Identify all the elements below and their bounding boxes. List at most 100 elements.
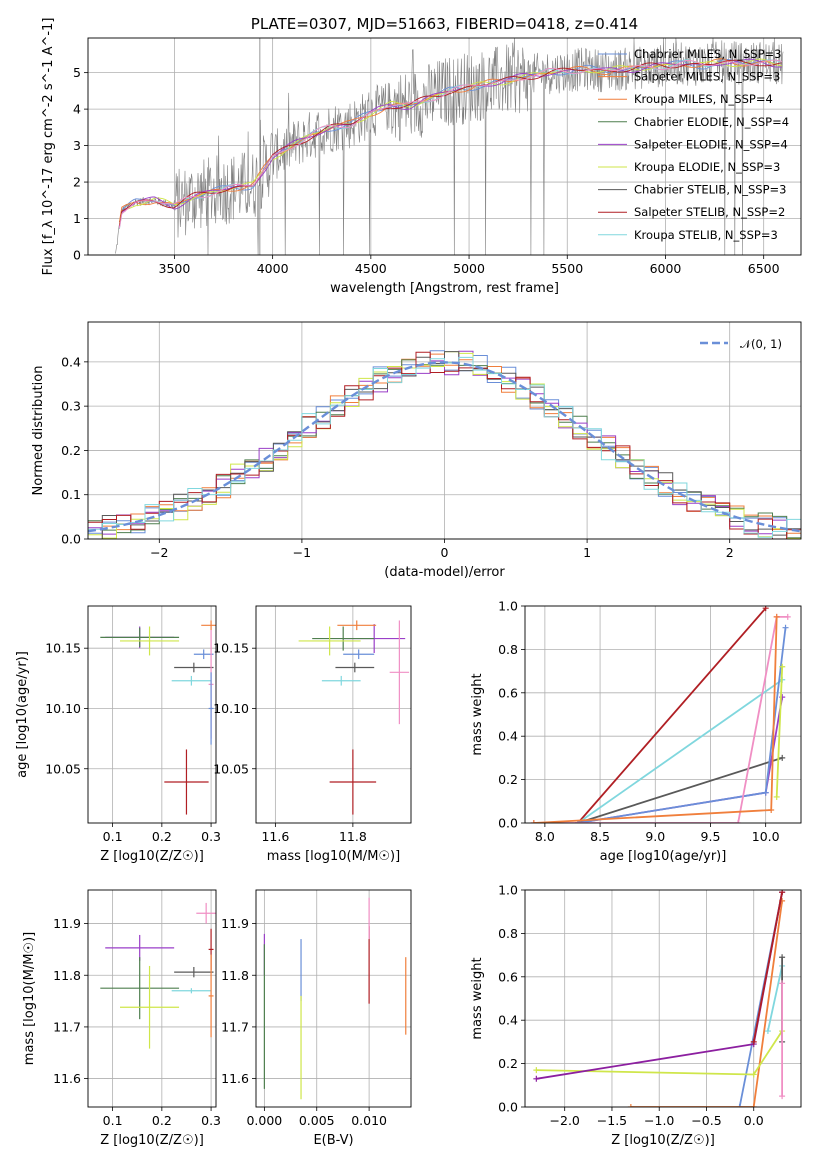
x-tick-label: 5500 [551, 261, 583, 276]
x-tick-label: 0.3 [201, 829, 221, 844]
y-axis-label: Flux [f_λ 10^-17 erg cm^-2 s^-1 A^-1] [41, 18, 56, 276]
weight-marker [779, 663, 786, 670]
x-axis-label: wavelength [Angstrom, rest frame] [330, 281, 559, 296]
weight-marker [750, 1038, 757, 1045]
x-axis-label: mass [log10(M/M☉)] [267, 849, 400, 864]
x-tick-label: 0.005 [299, 1113, 335, 1128]
x-tick-label: 2 [726, 545, 734, 560]
y-tick-label: 11.9 [221, 916, 249, 931]
plot-area [100, 620, 216, 815]
x-tick-label: 0.000 [246, 1113, 282, 1128]
weight-marker [779, 980, 786, 987]
y-tick-label: 0.1 [61, 487, 81, 502]
x-tick-label: 11.8 [339, 829, 367, 844]
x-tick-label: 0.2 [152, 829, 172, 844]
y-tick-label: 11.6 [53, 1071, 81, 1086]
weight-marker [533, 1075, 540, 1082]
legend: Chabrier MILES, N_SSP=3 Salpeter MILES, N… [598, 47, 789, 242]
grid [88, 890, 216, 1107]
x-tick-label: 0.1 [103, 829, 123, 844]
panel-weight_vs_age: 8.0 8.5 9.0 9.5 10.0 0.0 0.2 0.4 0.6 0.8 1.0 age [l… [470, 599, 802, 864]
axes-frame [524, 889, 802, 1108]
legend-label: Salpeter MILES, N_SSP=3 [634, 70, 780, 84]
plot-area [298, 620, 410, 815]
x-tick-label: −1 [293, 545, 311, 560]
y-tick-label: 0.4 [498, 1013, 518, 1028]
y-tick-label: 0.4 [498, 729, 518, 744]
weight-series-line [752, 892, 783, 1043]
plot-area [88, 350, 801, 539]
y-tick-label: 5 [73, 65, 81, 80]
panel-weight_vs_Z: −2.0 −1.5 −1.0 −0.5 0.0 0.0 0.2 0.4 0.6 0.8 1.0 Z [… [470, 883, 802, 1148]
x-tick-label: 4000 [257, 261, 289, 276]
y-tick-label: 11.8 [53, 968, 81, 983]
y-axis-label: mass [log10(M/M☉)] [22, 932, 37, 1065]
panel-residuals: −2 −1 0 1 2 0.0 0.1 0.2 0.3 0.4 (data-model)/error… [31, 321, 802, 580]
weight-marker [530, 820, 537, 823]
y-tick-label: 0.6 [498, 685, 518, 700]
x-axis-label: (data-model)/error [384, 565, 505, 580]
weight-series-line [577, 679, 783, 823]
y-tick-label: 1 [73, 211, 81, 226]
plot-area [533, 890, 786, 1107]
axes-frame [87, 37, 802, 256]
weight-series-line [577, 696, 784, 823]
y-tick-label: 0.2 [61, 443, 81, 458]
model-spectrum-line [118, 59, 782, 226]
y-tick-label: 10.15 [213, 641, 249, 656]
legend-label: Salpeter ELODIE, N_SSP=4 [634, 137, 788, 151]
panel-age_vs_mass: 11.6 11.8 10.05 10.10 10.15 mass [log10(M/M☉)… [213, 605, 412, 864]
model-spectrum-line [118, 58, 783, 227]
weight-series-line [533, 616, 788, 823]
y-tick-label: 0 [73, 248, 81, 263]
plot-area [100, 902, 216, 1049]
plot-area [263, 897, 407, 1100]
panel-age_vs_Z: 0.1 0.2 0.3 10.05 10.10 10.15 Z [log10(Z/Z☉)] a… [15, 605, 221, 864]
x-tick-label: 0 [441, 545, 449, 560]
weight-marker [779, 1093, 786, 1100]
x-tick-label: −2 [150, 545, 168, 560]
x-axis-label: Z [log10(Z/Z☉)] [100, 849, 204, 864]
histogram-series [88, 350, 801, 539]
x-tick-label: 4500 [355, 261, 387, 276]
histogram-series [88, 351, 801, 539]
y-tick-label: 0.2 [498, 772, 518, 787]
panel-mass_vs_ebv: 0.000 0.005 0.010 11.6 11.7 11.8 11.9 E(B-V) [221, 889, 412, 1148]
weight-marker [735, 820, 742, 823]
legend-label: Kroupa MILES, N_SSP=4 [634, 92, 773, 106]
x-tick-label: 0.2 [152, 1113, 172, 1128]
grid [256, 890, 411, 1107]
y-tick-label: 11.9 [53, 916, 81, 931]
y-tick-label: 0.3 [61, 399, 81, 414]
y-tick-label: 11.7 [53, 1019, 81, 1034]
y-tick-label: 10.15 [45, 641, 81, 656]
model-spectrum-line [118, 59, 782, 230]
x-tick-label: 8.5 [590, 829, 610, 844]
legend-label: Salpeter STELIB, N_SSP=2 [634, 205, 785, 219]
axes-frame [87, 321, 802, 540]
axes-frame [255, 605, 412, 824]
y-axis-label: mass weight [470, 957, 485, 1039]
x-tick-label: −2.0 [550, 1113, 580, 1128]
weight-marker [784, 613, 791, 620]
weight-marker [779, 954, 786, 961]
x-tick-label: 1 [583, 545, 591, 560]
y-tick-label: 4 [73, 102, 81, 117]
grid [525, 605, 801, 824]
y-tick-label: 11.6 [221, 1071, 249, 1086]
y-tick-label: 0.0 [498, 816, 518, 831]
grid [256, 606, 411, 823]
legend-label: Chabrier MILES, N_SSP=3 [634, 47, 781, 61]
model-spectrum-line [118, 59, 782, 229]
y-axis-label: Normed distribution [31, 366, 46, 496]
axes-frame [524, 605, 802, 824]
x-tick-label: 6000 [650, 261, 682, 276]
y-tick-label: 0.0 [498, 1100, 518, 1115]
x-tick-label: 0.1 [103, 1113, 123, 1128]
weight-series-line [577, 757, 783, 823]
weight-marker [750, 1104, 757, 1107]
panel-spectrum: 3500 4000 4500 5000 5500 6000 6500 0 1 2 3 4 5 wavele… [41, 18, 802, 296]
x-tick-label: 0.010 [351, 1113, 387, 1128]
legend-label: 𝒩(0, 1) [740, 337, 782, 351]
